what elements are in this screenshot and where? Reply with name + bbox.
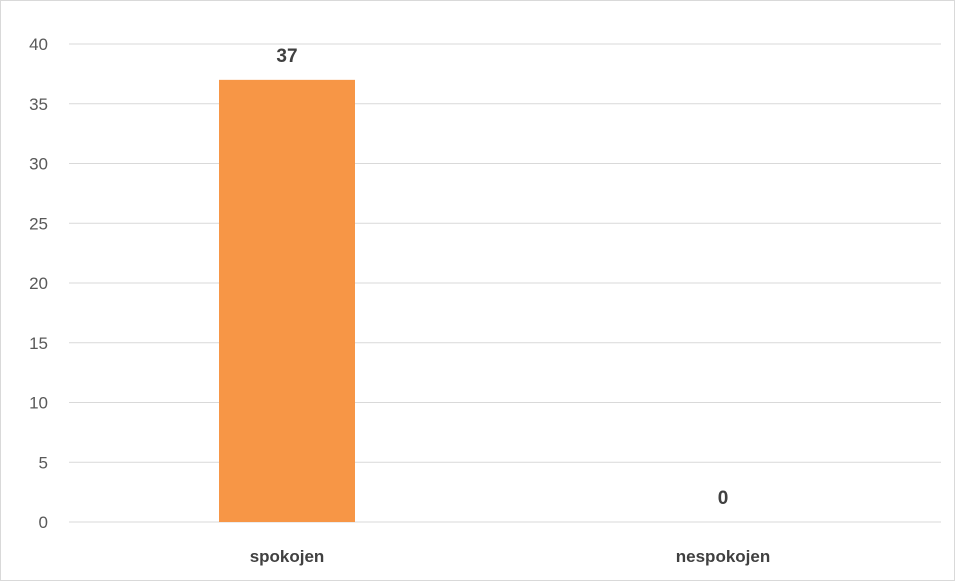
category-label-nespokojen: nespokojen [676,547,770,566]
y-tick-label-25: 25 [29,214,48,233]
y-tick-label-5: 5 [39,453,48,472]
data-labels: 37 0 [276,46,728,509]
x-axis-categories: spokojen nespokojen [250,547,771,566]
y-tick-label-35: 35 [29,95,48,114]
bars [219,79,355,522]
y-tick-label-40: 40 [29,35,48,54]
y-axis-ticks: 0 5 10 15 20 25 30 35 40 [29,35,48,532]
category-label-spokojen: spokojen [250,547,325,566]
y-tick-label-0: 0 [39,513,48,532]
data-label-nespokojen: 0 [718,488,729,509]
y-tick-label-15: 15 [29,334,48,353]
bar-spokojen [219,79,355,522]
gridlines [69,43,941,523]
data-label-spokojen: 37 [276,46,297,67]
y-tick-label-10: 10 [29,394,48,413]
y-tick-label-30: 30 [29,155,48,174]
y-tick-label-20: 20 [29,274,48,293]
